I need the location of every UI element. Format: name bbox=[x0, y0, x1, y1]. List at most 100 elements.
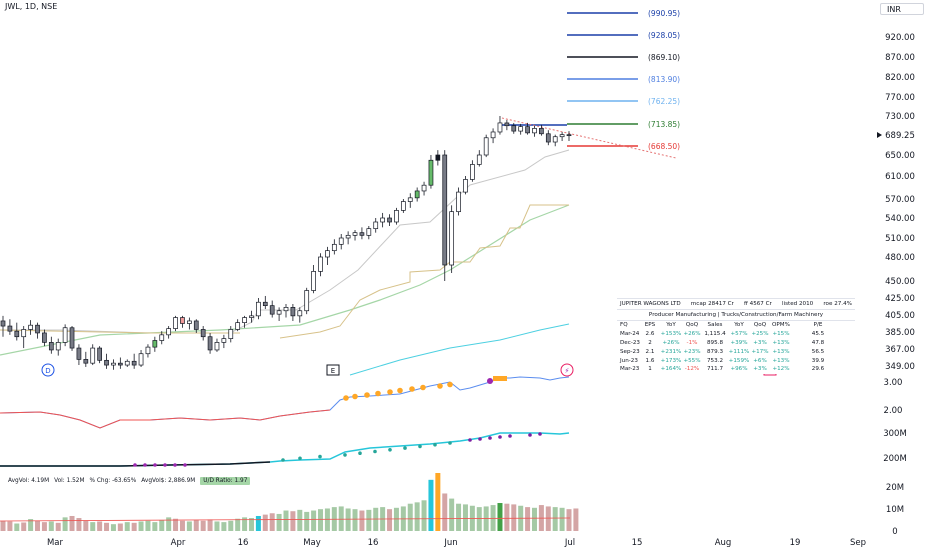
volume-bar bbox=[311, 510, 317, 531]
candle-body bbox=[483, 137, 489, 156]
candle-body bbox=[256, 301, 261, 317]
volume-bar bbox=[393, 507, 399, 531]
level-label: (813.90) bbox=[648, 75, 680, 84]
table-cell: 1 bbox=[648, 366, 652, 373]
last-price-marker bbox=[877, 132, 882, 138]
table-header-row: FQ EPS YoY QoQ Sales YoY QoQ OPM% P/E bbox=[620, 322, 823, 329]
candle-body bbox=[14, 330, 20, 338]
table-row: Jun-23 1.6 +173% +55% 753.2 +159% +6% +13% 39.9 bbox=[617, 356, 855, 365]
price-tick-label: 770.00 bbox=[885, 93, 915, 103]
table-cell: 45.5 bbox=[811, 331, 825, 338]
cum-dot bbox=[163, 463, 167, 467]
volume-bar bbox=[566, 509, 572, 531]
table-cell: +23% bbox=[683, 348, 701, 355]
volume-bar bbox=[255, 515, 261, 531]
time-tick-label: 16 bbox=[238, 538, 249, 548]
free-float: ff 4567 Cr bbox=[744, 301, 772, 307]
volume-bar bbox=[359, 510, 365, 531]
candle-body bbox=[345, 234, 351, 239]
volume-panel bbox=[0, 473, 579, 531]
candle-body bbox=[159, 334, 165, 341]
candle-body bbox=[518, 126, 524, 132]
volume-bar bbox=[110, 524, 116, 531]
candle-body bbox=[166, 328, 172, 336]
volume-stats: AvgVol: 4.19M Vol: 1.52M % Chg: -63.65% … bbox=[8, 477, 251, 485]
vol: Vol: 1.52M bbox=[54, 478, 85, 484]
candle-body bbox=[559, 134, 565, 138]
candle-body bbox=[525, 126, 530, 134]
table-cell: -12% bbox=[684, 366, 700, 373]
cum-dot bbox=[173, 463, 177, 467]
rs-high-dot bbox=[409, 386, 415, 392]
candle-body bbox=[490, 131, 496, 139]
candle-body bbox=[62, 327, 68, 343]
cum-dot bbox=[478, 437, 482, 441]
table-cell: +15% bbox=[772, 331, 790, 338]
pct-chg: % Chg: -63.65% bbox=[89, 478, 137, 484]
volume-bar bbox=[41, 522, 47, 531]
volume-bar bbox=[7, 521, 13, 531]
table-cell: +3% bbox=[753, 366, 767, 373]
price-tick-label: 540.00 bbox=[885, 214, 915, 224]
table-cell: +25% bbox=[751, 331, 769, 338]
volume-bar bbox=[421, 500, 427, 531]
candle-body bbox=[394, 210, 399, 223]
volume-tick-label: 0 bbox=[892, 527, 897, 537]
candle-body bbox=[7, 325, 13, 332]
table-row: Mar-23 1 +164% -12% 711.7 +96% +3% +12% 29.6 bbox=[617, 365, 855, 374]
cum-dot bbox=[448, 441, 452, 445]
rs-high-bar bbox=[493, 376, 507, 381]
cum-dot bbox=[528, 433, 532, 437]
volume-bar bbox=[297, 509, 303, 531]
cum-dot bbox=[538, 432, 542, 436]
candle-body bbox=[138, 353, 144, 366]
table-cell: 47.8 bbox=[811, 339, 825, 346]
level-label: (869.10) bbox=[648, 53, 680, 62]
table-cell: 2 bbox=[648, 339, 652, 346]
volume-bar bbox=[269, 513, 275, 531]
price-tick-label: 730.00 bbox=[885, 112, 915, 122]
dividend-label: D bbox=[45, 367, 50, 375]
table-cell: 2.1 bbox=[645, 348, 655, 355]
candle-body bbox=[249, 315, 254, 318]
candle-body bbox=[180, 317, 185, 324]
table-cell: 56.5 bbox=[811, 348, 825, 355]
table-cell: +173% bbox=[660, 357, 682, 364]
candle-body bbox=[359, 232, 365, 236]
volume-bar bbox=[366, 509, 372, 531]
volume-bar bbox=[414, 502, 420, 531]
level-label: (668.50) bbox=[648, 142, 680, 151]
volume-bar bbox=[159, 520, 165, 531]
time-tick-label: May bbox=[303, 538, 321, 548]
cum-dot bbox=[498, 435, 502, 439]
candle-body bbox=[428, 159, 434, 186]
candle-body bbox=[338, 237, 344, 245]
candle-body bbox=[421, 184, 427, 192]
table-cell: +13% bbox=[772, 357, 790, 364]
rs-high-dot bbox=[387, 389, 393, 395]
time-tick-label: Mar bbox=[47, 538, 64, 548]
candle-body bbox=[463, 179, 468, 193]
price-tick-label: 405.00 bbox=[885, 311, 915, 321]
rs-high-dot bbox=[375, 390, 381, 397]
level-label: (713.85) bbox=[648, 120, 680, 129]
volume-bar bbox=[318, 509, 324, 531]
candle-body bbox=[352, 232, 358, 236]
volume-bar bbox=[338, 506, 344, 531]
volume-bar bbox=[21, 522, 27, 531]
time-tick-label: Aug bbox=[715, 538, 732, 548]
volume-bar bbox=[14, 523, 20, 531]
volume-bar bbox=[35, 520, 41, 531]
candle-body bbox=[318, 256, 323, 272]
candle-body bbox=[117, 362, 123, 366]
time-tick-label: 15 bbox=[632, 538, 643, 548]
volume-bar bbox=[262, 514, 268, 531]
candle-body bbox=[235, 322, 241, 330]
volume-bar bbox=[511, 504, 517, 531]
table-cell: +231% bbox=[660, 348, 682, 355]
volume-bar bbox=[304, 511, 310, 531]
currency-selector[interactable]: INR bbox=[880, 3, 924, 15]
price-tick-label: 610.00 bbox=[885, 172, 915, 182]
volume-bar bbox=[173, 518, 179, 531]
